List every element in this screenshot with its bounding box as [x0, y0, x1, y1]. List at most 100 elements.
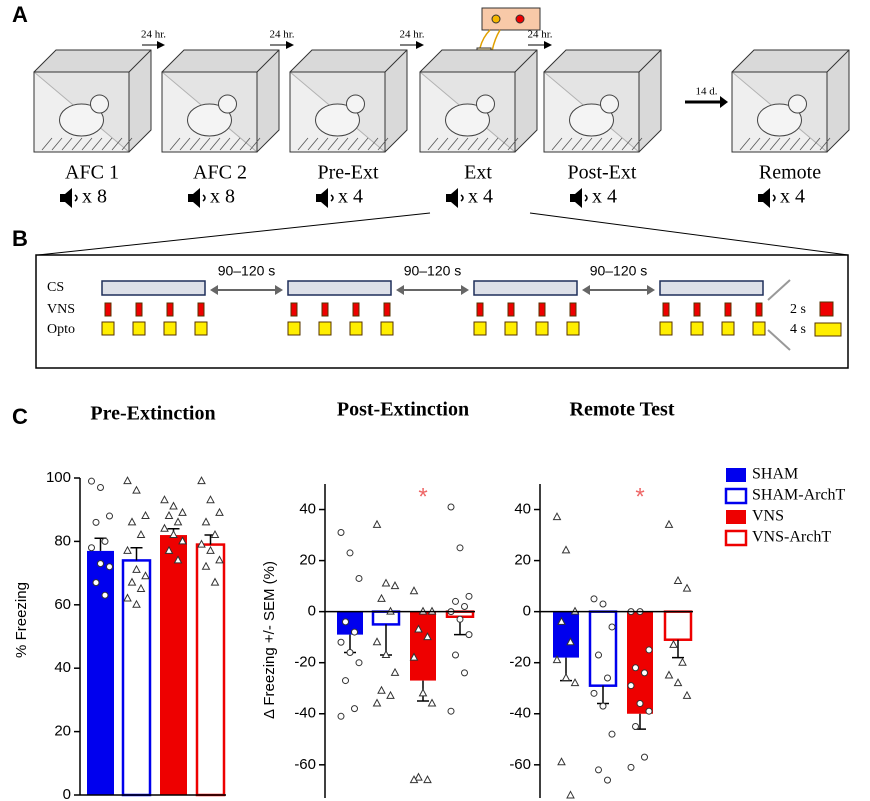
speaker-icon [570, 188, 582, 208]
data-point [378, 687, 385, 694]
zoom-line [530, 213, 848, 255]
vns-pulse [694, 303, 700, 316]
legend-label: SHAM [752, 466, 798, 483]
bar [337, 612, 363, 635]
data-point [591, 690, 597, 696]
data-point [675, 679, 682, 686]
data-point [343, 619, 349, 625]
speaker-icon [446, 188, 458, 208]
y-tick-label: -20 [509, 654, 531, 671]
speaker-icon [188, 188, 200, 208]
rat-head [91, 95, 109, 113]
opto-pulse [319, 322, 331, 335]
data-point [554, 513, 561, 520]
cs-block [660, 281, 763, 295]
data-point [666, 521, 673, 528]
interval-label: 24 hr. [527, 29, 552, 41]
data-point [600, 601, 606, 607]
figure: A B C CSVNSOpto90–120 s90–120 s90–120 s2… [0, 0, 870, 801]
data-point [142, 512, 149, 519]
data-point [107, 564, 113, 570]
y-tick-label: -20 [294, 654, 316, 671]
protocol: CSVNSOpto90–120 s90–120 s90–120 s2 s4 s [47, 263, 841, 350]
data-point [166, 512, 173, 519]
data-point [628, 683, 634, 689]
data-point [161, 525, 168, 532]
data-point [466, 593, 472, 599]
vns-key [820, 302, 833, 316]
data-point [609, 624, 615, 630]
rat-head [601, 95, 619, 113]
chart-title: Post-Extinction [337, 399, 469, 421]
interval-label: 14 d. [696, 86, 718, 98]
rat-head [789, 95, 807, 113]
data-point [170, 503, 177, 510]
data-point [558, 758, 565, 765]
data-point [466, 632, 472, 638]
duration-label: 2 s [790, 302, 806, 317]
bar [373, 612, 399, 625]
vns-pulse [353, 303, 359, 316]
data-point [670, 641, 677, 648]
data-point [352, 629, 358, 635]
bar [410, 612, 436, 681]
data-point [175, 518, 182, 525]
error-bar [597, 686, 609, 704]
cs-block [102, 281, 205, 295]
row-label: VNS [47, 302, 75, 317]
data-point [343, 678, 349, 684]
y-tick-label: 40 [514, 500, 531, 517]
data-point [609, 731, 615, 737]
tone-count: x 4 [468, 186, 493, 208]
rat-head [477, 95, 495, 113]
data-point [563, 674, 570, 681]
data-point [129, 518, 136, 525]
legend-label: SHAM-ArchT [752, 487, 846, 504]
arrow-head [544, 41, 552, 49]
y-tick-label: 20 [299, 552, 316, 569]
row-label: CS [47, 280, 64, 295]
vns-pulse [663, 303, 669, 316]
rat-head [347, 95, 365, 113]
data-point [89, 545, 95, 551]
legend-swatch [726, 489, 746, 503]
y-axis-label: % Freezing [13, 582, 30, 658]
data-point [392, 582, 399, 589]
vns-pulse [508, 303, 514, 316]
data-point [448, 708, 454, 714]
opto-pulse [691, 322, 703, 335]
data-point [93, 580, 99, 586]
data-point [107, 513, 113, 519]
iti-label: 90–120 s [404, 263, 462, 279]
data-point [216, 509, 223, 516]
data-point [102, 538, 108, 544]
tone-count: x 4 [338, 186, 363, 208]
y-tick-label: 40 [299, 500, 316, 517]
data-point [170, 531, 177, 538]
y-tick-label: 80 [54, 532, 71, 549]
bar [665, 612, 691, 640]
data-point [89, 478, 95, 484]
data-point [347, 649, 353, 655]
data-point [411, 587, 418, 594]
vns-pulse [725, 303, 731, 316]
data-point [646, 708, 652, 714]
opto-pulse [722, 322, 734, 335]
data-point [453, 652, 459, 658]
bar [87, 551, 114, 795]
data-point [161, 496, 168, 503]
bar [627, 612, 653, 714]
legend-swatch [726, 510, 746, 524]
data-point [642, 670, 648, 676]
data-point [378, 595, 385, 602]
bar [590, 612, 616, 686]
vns-pulse [570, 303, 576, 316]
arrow-head [157, 41, 165, 49]
speaker-icon [316, 188, 328, 208]
zoom-line [38, 213, 430, 255]
data-point [102, 592, 108, 598]
error-bar [131, 548, 143, 561]
data-point [356, 575, 362, 581]
data-point [453, 598, 459, 604]
sound-wave [75, 195, 77, 201]
